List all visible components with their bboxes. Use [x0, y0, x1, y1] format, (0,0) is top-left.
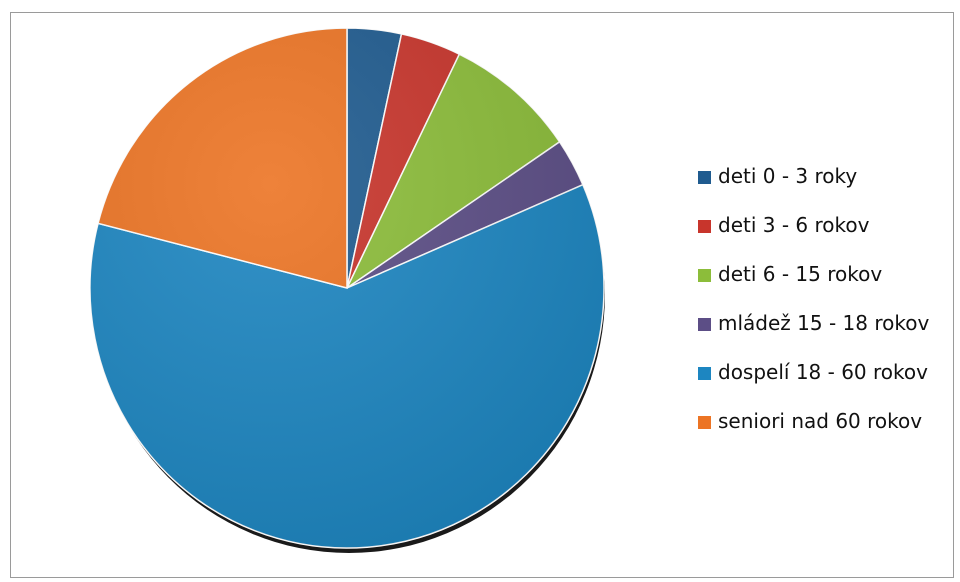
- legend: deti 0 - 3 roky deti 3 - 6 rokov deti 6 - …: [698, 164, 929, 433]
- legend-label-2: deti 3 - 6 rokov: [718, 213, 870, 237]
- legend-swatch-4: [698, 318, 711, 331]
- legend-swatch-1: [698, 171, 711, 184]
- legend-swatch-2: [698, 220, 711, 233]
- legend-label-6: seniori nad 60 rokov: [718, 409, 922, 433]
- legend-swatch-3: [698, 269, 711, 282]
- legend-label-1: deti 0 - 3 roky: [718, 164, 857, 188]
- pie-slices: [89, 27, 605, 549]
- legend-label-4: mládež 15 - 18 rokov: [718, 311, 929, 335]
- legend-swatch-6: [698, 416, 711, 429]
- legend-label-5: dospelí 18 - 60 rokov: [718, 360, 928, 384]
- legend-label-3: deti 6 - 15 rokov: [718, 262, 882, 286]
- legend-swatch-5: [698, 367, 711, 380]
